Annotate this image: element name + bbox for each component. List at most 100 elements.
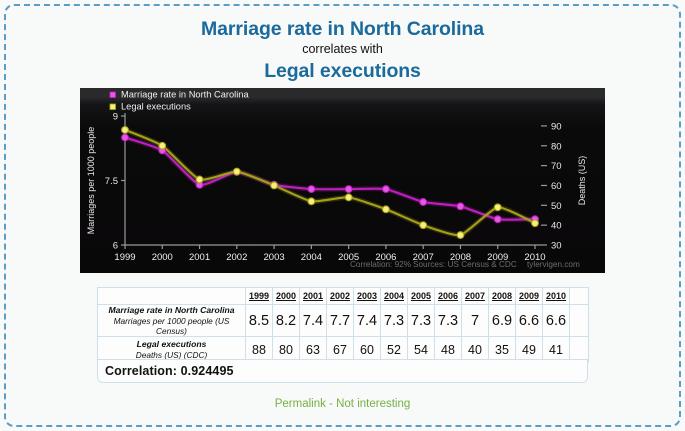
- table-cell: 6.6: [542, 304, 570, 337]
- x-axis-tick-label: 1999: [114, 252, 135, 263]
- right-axis-title: Deaths (US): [577, 156, 587, 206]
- page-title: Marriage rate in North Carolina correlat…: [0, 18, 685, 83]
- table-row-label: Marriage rate in North Carolina Marriages…: [97, 304, 246, 337]
- series-marriage-rate-marker: [344, 185, 353, 194]
- correlation-value: Correlation: 0.924495: [105, 364, 234, 378]
- right-axis-tick-label: 80: [551, 141, 562, 152]
- x-axis-tick-label: 2004: [301, 252, 322, 263]
- chart-correlation-note: Correlation: 92%: [350, 260, 411, 269]
- table-cell: 8.5: [245, 304, 273, 337]
- right-axis-tick-label: 60: [551, 181, 562, 192]
- table-year-header: 2000: [272, 287, 300, 305]
- data-table: 1999 2000 2001 2002 2003 2004 2005 2006 2007 2008…: [97, 287, 589, 363]
- x-axis-tick-label: 2010: [524, 252, 545, 263]
- series-legal-executions-marker: [456, 231, 465, 240]
- footer-links: Permalink - Not interesting: [0, 398, 685, 410]
- x-axis-tick-label: 2003: [264, 252, 285, 263]
- series-marriage-rate-glow: [122, 135, 538, 223]
- title-variable-a: Marriage rate in North Carolina: [201, 18, 484, 40]
- left-axis-title: Marriages per 1000 people: [86, 127, 96, 235]
- table-cell: 35: [488, 336, 516, 363]
- x-axis-tick-label: 2009: [487, 252, 508, 263]
- table-year-header: 2001: [299, 287, 327, 305]
- x-axis-tick-label: 2000: [152, 252, 173, 263]
- series-legal-executions-marker: [158, 141, 167, 150]
- x-axis-tick-label: 2001: [189, 252, 210, 263]
- table-cell: 8.2: [272, 304, 300, 337]
- table-year-header: 2006: [434, 287, 462, 305]
- series-marriage-rate-marker: [456, 202, 465, 211]
- x-axis-tick-label: 2005: [338, 252, 359, 263]
- right-axis-tick-label: 90: [551, 121, 562, 132]
- x-axis-tick-label: 2006: [375, 252, 396, 263]
- table-row-label: Legal executions Deaths (US) (CDC): [97, 336, 246, 363]
- table-corner-cell: [97, 287, 246, 305]
- not-interesting-link[interactable]: Not interesting: [336, 398, 411, 410]
- table-year-header: 2010: [542, 287, 570, 305]
- footer-separator: -: [329, 398, 333, 410]
- table-cell: 6.9: [488, 304, 516, 337]
- series-legal-executions-marker: [419, 221, 428, 230]
- table-cell: 7.3: [407, 304, 435, 337]
- title-variable-b: Legal executions: [264, 59, 421, 82]
- table-cell: 41: [542, 336, 570, 363]
- series-marriage-rate-marker: [381, 185, 390, 194]
- series-legal-executions-glow: [122, 127, 538, 238]
- series-legal-executions-marker: [232, 167, 241, 176]
- x-axis-tick-label: 2007: [413, 252, 434, 263]
- series-marriage-rate-line: [123, 136, 537, 221]
- table-cell: 7: [461, 304, 489, 337]
- x-axis-tick-label: 2002: [226, 252, 247, 263]
- correlation-box: Correlation: 0.924495: [97, 359, 588, 383]
- series-marriage-rate-marker: [121, 133, 129, 142]
- table-cell: 80: [272, 336, 300, 363]
- right-axis-tick-label: 50: [551, 201, 562, 212]
- table-cell: 67: [326, 336, 354, 363]
- right-axis-tick-label: 40: [551, 221, 562, 232]
- series-legal-executions-marker: [531, 219, 539, 228]
- series-marriage-rate-marker: [493, 215, 502, 224]
- permalink-link[interactable]: Permalink: [274, 398, 326, 410]
- table-year-header: 2002: [326, 287, 354, 305]
- right-axis-tick-label: 30: [551, 241, 562, 252]
- series-legal-executions-marker: [121, 125, 129, 134]
- table-cell: 7.7: [326, 304, 354, 337]
- series-legal-executions-marker: [307, 197, 316, 206]
- table-row: Legal executions Deaths (US) (CDC) 88 80 63 6…: [97, 336, 589, 363]
- table-year-header: 2007: [461, 287, 489, 305]
- table-header-pad: [569, 287, 589, 305]
- chart-sources-note: Sources: US Census & CDC: [413, 260, 517, 269]
- table-cell: 7.4: [353, 304, 381, 337]
- series-legal-executions-marker: [270, 181, 279, 190]
- table-cell: 7.3: [434, 304, 462, 337]
- table-cell-pad: [569, 304, 589, 337]
- series-marriage-rate-marker: [307, 185, 316, 194]
- series-legal-executions-marker: [195, 175, 204, 184]
- table-cell: 7.4: [299, 304, 327, 337]
- x-axis-tick-label: 2008: [450, 252, 471, 263]
- table-cell: 6.6: [515, 304, 543, 337]
- title-correlates-with: correlates with: [302, 42, 383, 57]
- legend-swatch: [109, 103, 116, 110]
- correlation-chart: 6 7.5 9 30 40 50 60 70 80 90 1999 2000 2001 2002 2003 2…: [80, 88, 605, 273]
- legend-label: Marriage rate in North Carolina: [121, 90, 249, 100]
- series-legal-executions-marker: [493, 203, 502, 212]
- chart-site-note: tylervigen.com: [527, 260, 580, 269]
- table-cell: 7.3: [380, 304, 408, 337]
- series-marriage-rate-marker: [419, 198, 428, 206]
- table-year-header: 2003: [353, 287, 381, 305]
- table-year-header: 2009: [515, 287, 543, 305]
- chart-svg: 6 7.5 9 30 40 50 60 70 80 90 1999 2000 2001 2002 2003 2…: [86, 90, 587, 270]
- data-table-wrapper: 1999 2000 2001 2002 2003 2004 2005 2006 2007 2008…: [97, 287, 589, 363]
- table-year-header: 2004: [380, 287, 408, 305]
- table-row: Marriage rate in North Carolina Marriages…: [97, 304, 589, 337]
- table-header-row: 1999 2000 2001 2002 2003 2004 2005 2006 2007 2008…: [97, 287, 589, 305]
- series-legal-executions-marker: [344, 193, 353, 202]
- table-year-header: 2008: [488, 287, 516, 305]
- left-axis-tick-label: 7.5: [105, 176, 118, 187]
- left-axis-tick-label: 6: [113, 241, 118, 252]
- series-legal-executions-line: [123, 128, 537, 237]
- right-axis-tick-label: 70: [551, 161, 562, 172]
- table-cell: 48: [434, 336, 462, 363]
